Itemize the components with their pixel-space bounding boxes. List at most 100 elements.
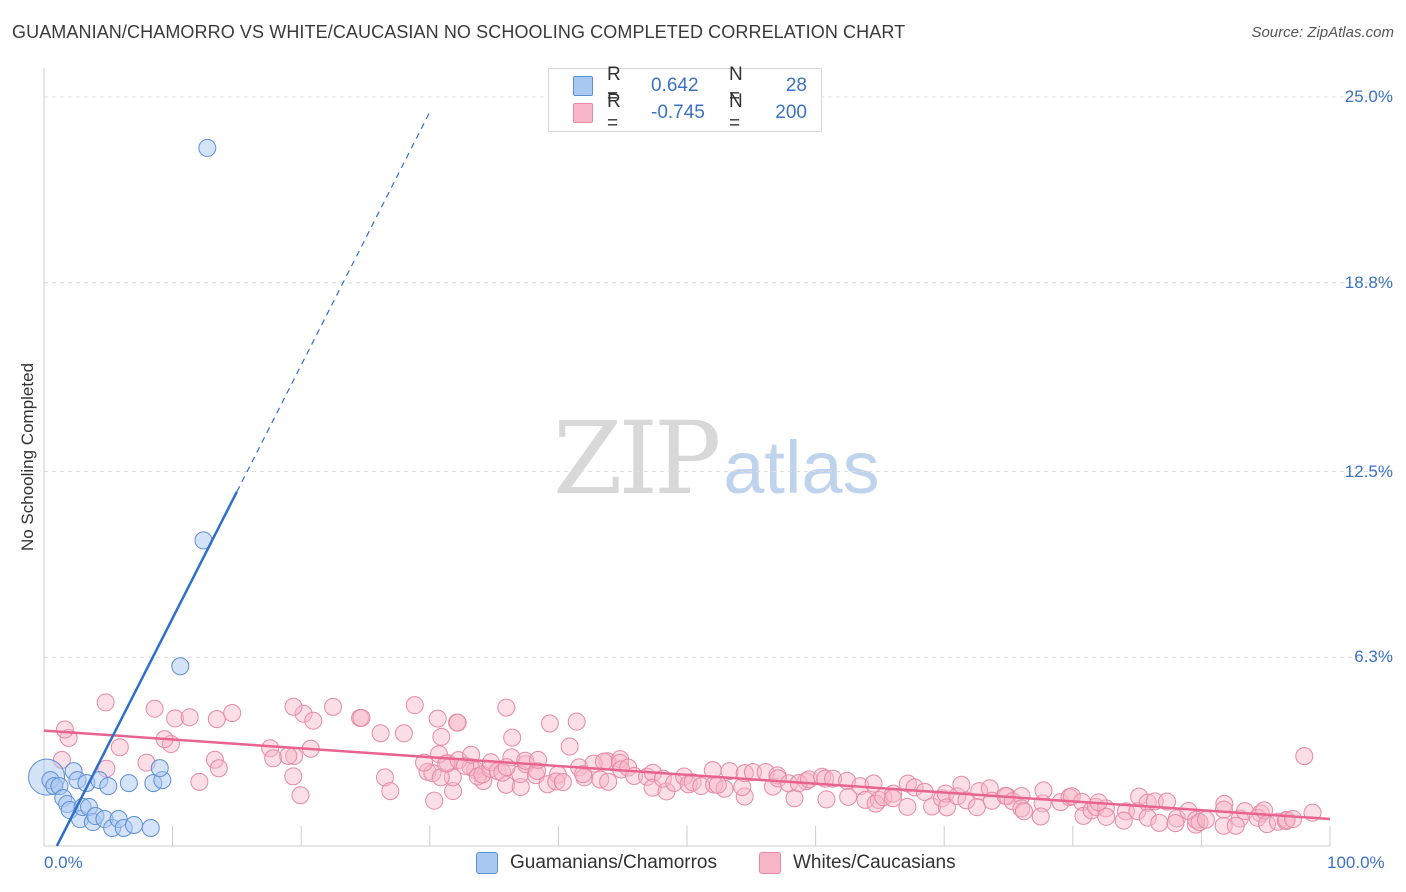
pink-point bbox=[560, 737, 579, 756]
pink-point bbox=[1295, 747, 1314, 766]
pink-point bbox=[375, 768, 394, 787]
watermark-zip: ZIP bbox=[553, 400, 721, 517]
pink-point bbox=[547, 772, 566, 791]
x-tick-label-max: 100.0% bbox=[1327, 853, 1385, 872]
pink-point bbox=[898, 797, 917, 816]
legend-label-whites: Whites/Caucasians bbox=[793, 852, 956, 873]
pink-point bbox=[405, 696, 424, 715]
pink-point bbox=[553, 773, 572, 792]
pink-point bbox=[166, 709, 185, 728]
pink-point bbox=[683, 773, 702, 792]
pink-point bbox=[448, 713, 467, 732]
watermark-atlas: atlas bbox=[723, 426, 880, 509]
pink-point bbox=[145, 699, 164, 718]
pink-point bbox=[567, 712, 586, 731]
legend-n-value: 200 bbox=[775, 102, 807, 123]
pink-point bbox=[503, 728, 522, 747]
pink-point bbox=[708, 775, 727, 794]
pink-point bbox=[432, 727, 451, 746]
pink-point bbox=[824, 769, 843, 788]
legend-item-whites[interactable]: Whites/Caucasians bbox=[759, 852, 956, 874]
blue-point bbox=[99, 777, 118, 796]
pink-point bbox=[324, 697, 343, 716]
legend-r-label: R = bbox=[607, 64, 621, 107]
pink-point bbox=[279, 746, 298, 765]
pink-point bbox=[1196, 810, 1215, 829]
pink-point bbox=[952, 775, 971, 794]
pink-point bbox=[444, 782, 463, 801]
legend-r-value: 0.642 bbox=[651, 75, 699, 96]
pink-point bbox=[1226, 816, 1245, 835]
pink-point bbox=[294, 704, 313, 723]
blue-point bbox=[171, 657, 190, 676]
legend-swatch-blue bbox=[476, 852, 498, 874]
pink-point bbox=[110, 738, 129, 757]
pink-point bbox=[425, 791, 444, 810]
pink-point bbox=[223, 704, 242, 723]
legend-r-value: -0.745 bbox=[651, 102, 705, 123]
pink-point bbox=[839, 787, 858, 806]
pink-point bbox=[284, 767, 303, 786]
blue-point bbox=[125, 816, 144, 835]
pink-point bbox=[937, 798, 956, 817]
pink-point bbox=[1114, 811, 1133, 830]
blue-point bbox=[198, 138, 217, 157]
pink-point bbox=[866, 794, 885, 813]
legend-label-guamanians: Guamanians/Chamorros bbox=[510, 852, 717, 873]
pink-point bbox=[264, 749, 283, 768]
pink-point bbox=[1012, 799, 1031, 818]
legend-r-label: R = bbox=[607, 91, 621, 134]
pink-point bbox=[456, 756, 475, 775]
pink-point bbox=[371, 724, 390, 743]
x-tick-label-min: 0.0% bbox=[44, 853, 83, 872]
pink-point bbox=[394, 724, 413, 743]
pink-point bbox=[540, 714, 559, 733]
pink-point bbox=[511, 778, 530, 797]
pink-point bbox=[96, 693, 115, 712]
pink-trend-line bbox=[43, 729, 1331, 821]
pink-point bbox=[932, 789, 951, 808]
pink-point bbox=[180, 708, 199, 727]
watermark: ZIPatlas bbox=[553, 400, 880, 517]
pink-point bbox=[1158, 792, 1177, 811]
stats-legend: R = 0.642 N = 28 R = -0.745 N = 200 bbox=[548, 64, 822, 134]
y-tick-label: 12.5% bbox=[1344, 461, 1393, 481]
pink-point bbox=[1014, 802, 1033, 821]
legend-swatch-pink bbox=[573, 103, 593, 123]
pink-point bbox=[381, 782, 400, 801]
pink-point bbox=[817, 790, 836, 809]
legend-n-value: 28 bbox=[785, 75, 807, 96]
pink-point bbox=[967, 798, 986, 817]
pink-point bbox=[599, 772, 618, 791]
pink-point bbox=[428, 709, 447, 728]
y-axis-label: No Schooling Completed bbox=[18, 362, 37, 552]
legend-n-label: N = bbox=[729, 91, 743, 134]
blue-trend-line-extension bbox=[236, 111, 431, 492]
pink-point bbox=[209, 759, 228, 778]
pink-point bbox=[1284, 810, 1303, 829]
pink-point bbox=[207, 710, 226, 729]
pink-point bbox=[1150, 813, 1169, 832]
pink-point bbox=[304, 711, 323, 730]
pink-point bbox=[743, 763, 762, 782]
pink-point bbox=[497, 698, 516, 717]
pink-point bbox=[1187, 810, 1206, 829]
pink-point bbox=[1031, 807, 1050, 826]
pink-point bbox=[1214, 800, 1233, 819]
pink-point bbox=[497, 775, 516, 794]
legend-swatch-blue bbox=[573, 76, 593, 96]
pink-point bbox=[1034, 781, 1053, 800]
pink-point bbox=[720, 762, 739, 781]
pink-point bbox=[352, 708, 371, 727]
pink-point bbox=[785, 789, 804, 808]
pink-point bbox=[261, 739, 280, 758]
pink-point bbox=[1138, 808, 1157, 827]
legend-item-guamanians[interactable]: Guamanians/Chamorros bbox=[476, 852, 717, 874]
pink-point bbox=[643, 778, 662, 797]
pink-point bbox=[291, 786, 310, 805]
pink-point bbox=[1097, 807, 1116, 826]
blue-trend-line bbox=[55, 491, 239, 847]
y-tick-label: 6.3% bbox=[1354, 647, 1393, 667]
blue-point bbox=[150, 759, 169, 778]
